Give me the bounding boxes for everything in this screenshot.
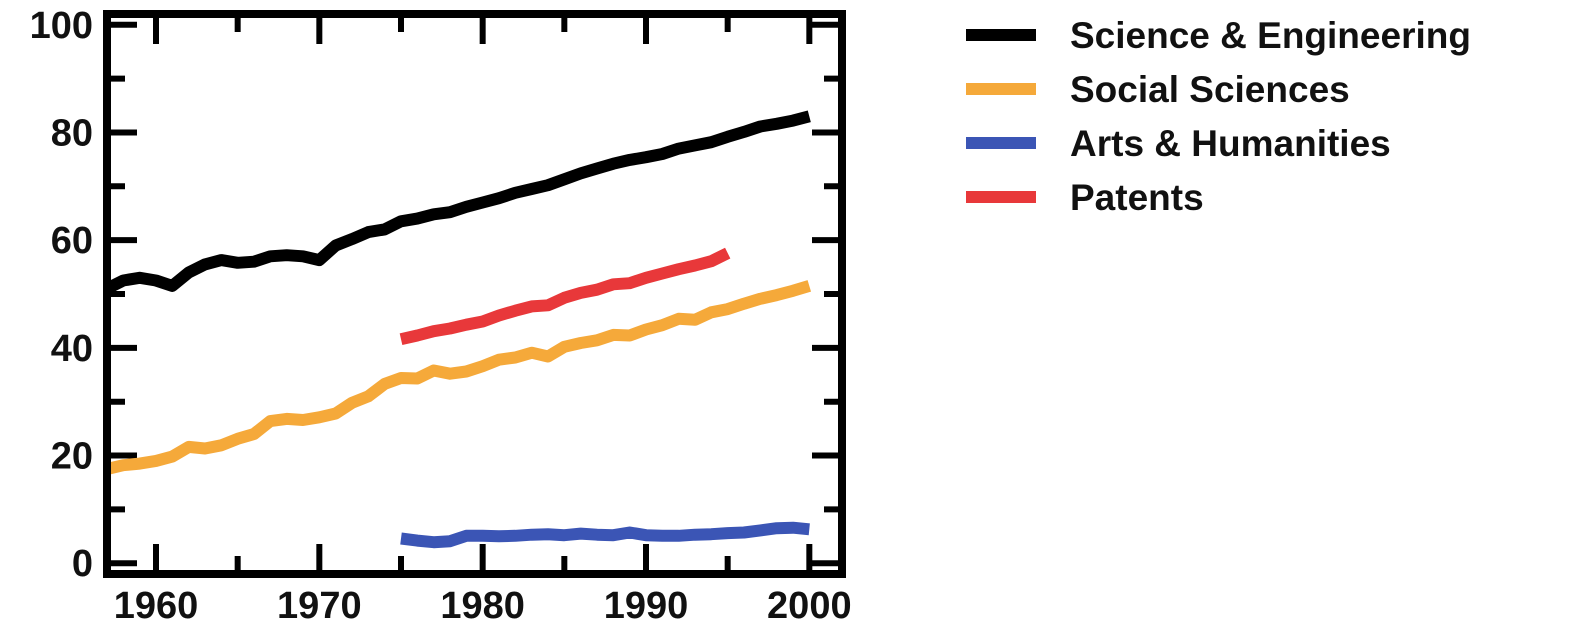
y-tick-label: 60 <box>51 220 93 262</box>
x-tick-label: 1970 <box>277 585 362 627</box>
x-tick-label: 1960 <box>114 585 199 627</box>
y-tick-label: 40 <box>51 328 93 370</box>
tick-labels: 1960 1970 1980 1990 2000 0 20 40 60 80 100 <box>30 5 852 627</box>
y-tick-label: 100 <box>30 5 93 47</box>
y-tick-label: 0 <box>72 543 93 585</box>
legend-label-social-sciences: Social Sciences <box>1070 69 1350 110</box>
series-line-arts-humanities <box>400 521 810 549</box>
legend-label-arts-humanities: Arts & Humanities <box>1070 123 1391 164</box>
series-line-science-engineering <box>104 110 811 294</box>
axis-ticks <box>107 14 842 574</box>
plot-frame <box>103 10 846 578</box>
series-line-social-sciences <box>105 280 812 475</box>
x-tick-label: 1990 <box>604 585 689 627</box>
plot-lines <box>104 110 812 549</box>
legend-label-science-engineering: Science & Engineering <box>1070 15 1471 56</box>
y-tick-label: 20 <box>51 436 93 478</box>
series-line-patents <box>399 247 731 346</box>
x-tick-label: 2000 <box>767 585 852 627</box>
x-tick-label: 1980 <box>440 585 525 627</box>
y-tick-label: 80 <box>51 112 93 154</box>
legend: Science & Engineering Social Sciences Arts… <box>966 15 1471 218</box>
legend-label-patents: Patents <box>1070 177 1204 218</box>
